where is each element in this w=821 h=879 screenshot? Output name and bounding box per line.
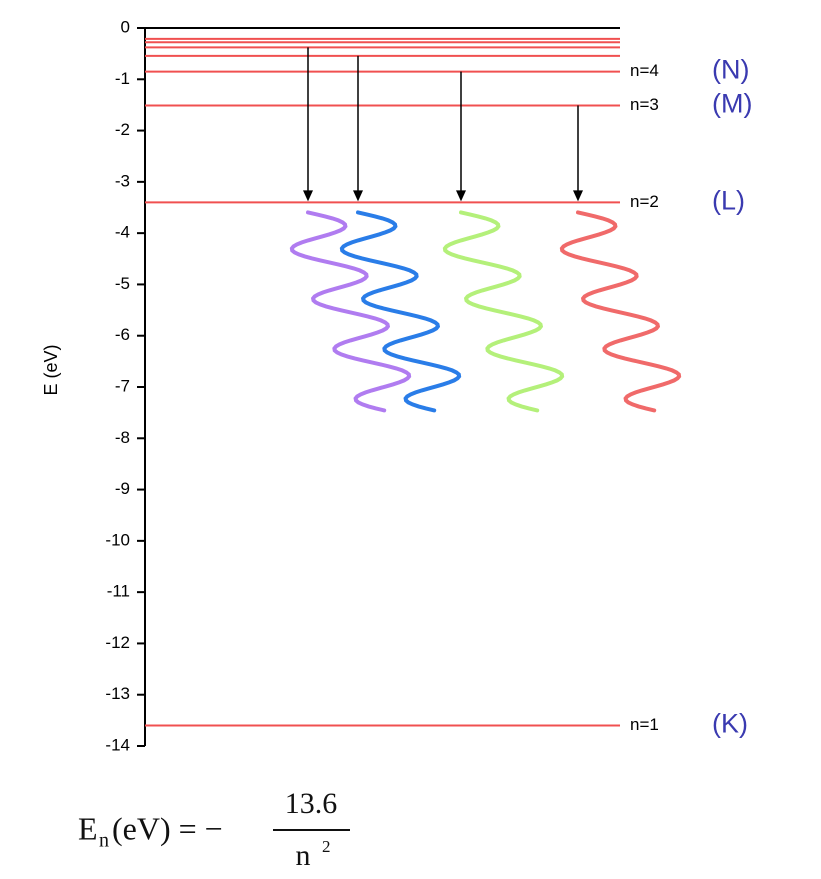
y-tick-label: -2 [115, 120, 130, 139]
arrow-head [353, 190, 363, 202]
level-label: n=3 [630, 95, 659, 114]
y-tick-label: -1 [115, 69, 130, 88]
photon-wave [442, 210, 565, 413]
shell-label: (L) [712, 185, 745, 215]
y-tick-label: -10 [105, 530, 130, 549]
y-tick-label: -12 [105, 633, 130, 652]
formula-rest: (eV) = − [112, 810, 223, 846]
shell-label: (K) [712, 709, 748, 739]
y-tick-label: -8 [115, 428, 130, 447]
y-tick-label: -7 [115, 376, 130, 395]
photon-wave [289, 210, 412, 413]
y-tick-label: -3 [115, 171, 130, 190]
y-tick-label: 0 [121, 17, 130, 36]
arrow-head [456, 190, 466, 202]
shell-label: (M) [712, 89, 752, 119]
level-label: n=1 [630, 715, 659, 734]
shell-label: (N) [712, 55, 749, 85]
y-tick-label: -4 [115, 223, 130, 242]
formula-numerator: 13.6 [285, 787, 338, 820]
y-tick-label: -9 [115, 479, 130, 498]
formula-subscript: n [99, 830, 109, 852]
formula-symbol: E [78, 810, 98, 846]
level-label: n=2 [630, 192, 659, 211]
arrow-head [303, 190, 313, 202]
y-tick-label: -5 [115, 274, 130, 293]
y-axis-label: E (eV) [41, 344, 61, 395]
photon-wave [559, 210, 682, 413]
y-tick-label: -13 [105, 684, 130, 703]
y-tick-label: -14 [105, 735, 130, 754]
level-label: n=4 [630, 61, 659, 80]
formula-denominator: n [296, 839, 311, 872]
arrow-head [573, 190, 583, 202]
y-tick-label: -11 [107, 582, 130, 601]
formula-exponent: 2 [322, 837, 331, 856]
formula: E n (eV) = − 13.6 n 2 [78, 787, 350, 872]
photon-wave [339, 210, 462, 413]
y-tick-label: -6 [115, 325, 130, 344]
